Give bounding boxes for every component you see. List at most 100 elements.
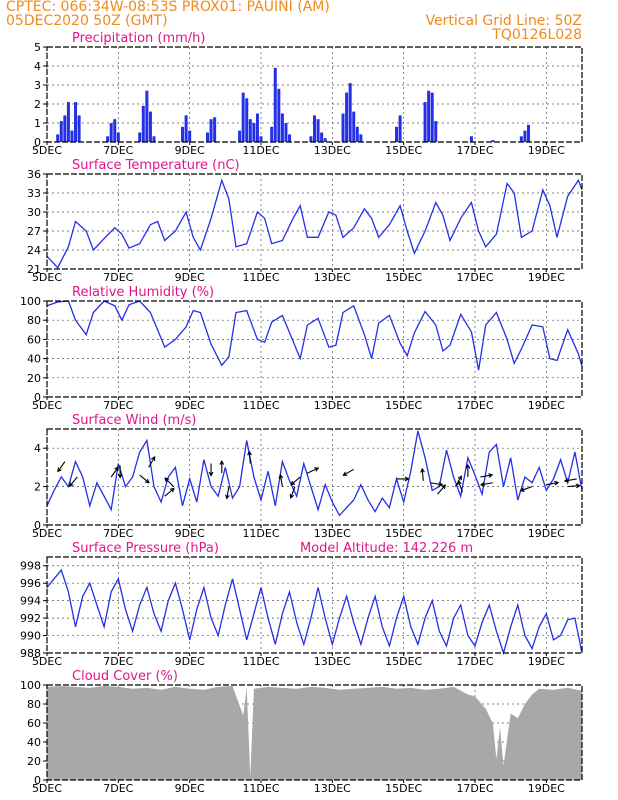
cloud-ytick-label: 60	[27, 717, 41, 730]
temp-ytick-label: 30	[27, 206, 41, 219]
wind-xtick-label: 7DEC	[103, 527, 133, 540]
pressure-ytick-label: 992	[20, 612, 41, 625]
precip-xtick-label: 13DEC	[314, 144, 351, 157]
pressure-xtick-label: 7DEC	[103, 655, 133, 668]
pressure-xtick-label: 11DEC	[242, 655, 279, 668]
precip-bar	[355, 126, 359, 142]
wind-xtick-label: 5DEC	[32, 527, 62, 540]
wind-ytick-label: 2	[34, 481, 41, 494]
cloud-frame	[46, 684, 583, 781]
precip-bar	[320, 132, 324, 142]
wind-vector-arrow	[396, 476, 410, 482]
pressure-xtick-label: 5DEC	[32, 655, 62, 668]
precip-xtick-label: 19DEC	[528, 144, 565, 157]
precip-ytick-label: 4	[34, 60, 41, 73]
precip-bar	[138, 132, 142, 142]
precip-bar	[430, 92, 434, 142]
precip-bar	[352, 111, 356, 142]
wind-xtick-label: 19DEC	[528, 527, 565, 540]
precip-bar	[398, 115, 402, 142]
temp-xtick-label: 13DEC	[314, 271, 351, 284]
pressure-ytick-label: 990	[20, 630, 41, 643]
pressure-panel: Surface Pressure (hPa) Model Altitude: 14…	[20, 541, 583, 668]
pressure-xtick-label: 9DEC	[175, 655, 205, 668]
wind-xtick-label: 11DEC	[242, 527, 279, 540]
wind-series-line	[46, 430, 583, 517]
pressure-ytick-label: 994	[20, 595, 41, 608]
pressure-title: Surface Pressure (hPa)	[72, 541, 219, 556]
wind-vector-arrow	[437, 484, 447, 495]
precip-bar	[280, 113, 284, 142]
cloud-ytick-label: 0	[34, 774, 41, 787]
precip-bar	[288, 134, 292, 142]
rh-ytick-label: 80	[27, 314, 41, 327]
precip-bar	[270, 126, 274, 142]
wind-vector-arrow	[457, 480, 464, 493]
precip-xtick-label: 7DEC	[103, 144, 133, 157]
precip-bar	[348, 83, 352, 142]
precip-bar	[248, 119, 252, 142]
wind-vector-arrow	[110, 466, 119, 478]
temp-xtick-label: 5DEC	[32, 271, 62, 284]
cloud-xtick-label: 5DEC	[32, 782, 62, 795]
temp-ytick-label: 33	[27, 187, 41, 200]
precip-bar	[145, 90, 149, 142]
wind-panel: Surface Wind (m/s) 5DEC 7DEC 9DEC 11DEC 13DEC…	[32, 413, 583, 540]
precip-bar	[66, 102, 70, 142]
pressure-annotation: Model Altitude: 142.226 m	[300, 541, 473, 556]
rh-xtick-label: 5DEC	[32, 399, 62, 412]
temp-xtick-label: 9DEC	[175, 271, 205, 284]
precip-bar	[309, 136, 313, 142]
wind-vector-arrow	[208, 463, 214, 477]
wind-vector-arrow	[290, 476, 301, 486]
header-model-code: TQ0126L028	[491, 27, 582, 43]
precip-bar	[491, 140, 495, 142]
precip-panel: Precipitation (mm/h) 5DEC 7DEC 9DEC 11DEC 13D…	[32, 31, 583, 157]
precip-bar	[213, 117, 217, 142]
precip-bar	[238, 130, 242, 142]
temp-ytick-label: 27	[27, 225, 41, 238]
wind-xtick-label: 15DEC	[385, 527, 422, 540]
wind-vector-arrow	[148, 456, 156, 468]
header-grid-line: Vertical Grid Line: 50Z	[426, 13, 582, 29]
rh-xtick-label: 9DEC	[175, 399, 205, 412]
wind-vector-arrow	[307, 467, 320, 474]
precip-title: Precipitation (mm/h)	[72, 31, 205, 46]
precip-xtick-label: 15DEC	[385, 144, 422, 157]
wind-ytick-label: 0	[34, 519, 41, 532]
precip-xtick-label: 5DEC	[32, 144, 62, 157]
precip-bar	[241, 92, 245, 142]
precip-bar	[181, 126, 185, 142]
precip-bar	[209, 119, 213, 142]
precip-bar	[345, 92, 349, 142]
precip-bar	[206, 132, 209, 142]
temp-ytick-label: 24	[27, 244, 41, 257]
precip-ytick-label: 0	[34, 136, 41, 149]
header-station: CPTEC: 066:34W-08:53S PROX01: PAUINI (AM…	[6, 0, 330, 15]
precip-ytick-label: 1	[34, 117, 41, 130]
precip-bar	[141, 105, 145, 142]
precip-bar	[341, 113, 345, 142]
precip-bar	[109, 123, 113, 142]
pressure-series-line	[46, 568, 583, 656]
cloud-xtick-label: 17DEC	[456, 782, 493, 795]
wind-frame	[46, 428, 583, 526]
wind-vector-arrow	[289, 486, 296, 499]
precip-bar	[56, 134, 60, 142]
rh-frame	[46, 300, 583, 398]
precip-bar	[273, 67, 277, 142]
wind-vector-arrow	[164, 487, 175, 497]
wind-vector-arrow	[57, 461, 66, 473]
precip-bar	[423, 102, 427, 142]
precip-bar	[152, 136, 156, 142]
rh-ytick-label: 0	[34, 391, 41, 404]
precip-bar	[184, 115, 188, 142]
temp-title: Surface Temperature (nC)	[72, 158, 240, 173]
wind-xtick-label: 13DEC	[314, 527, 351, 540]
precip-bar	[469, 136, 473, 142]
rh-xtick-label: 11DEC	[242, 399, 279, 412]
wind-ytick-label: 4	[34, 442, 41, 455]
temp-series-line	[46, 178, 583, 269]
precip-bar	[70, 130, 74, 142]
pressure-frame	[46, 556, 583, 654]
